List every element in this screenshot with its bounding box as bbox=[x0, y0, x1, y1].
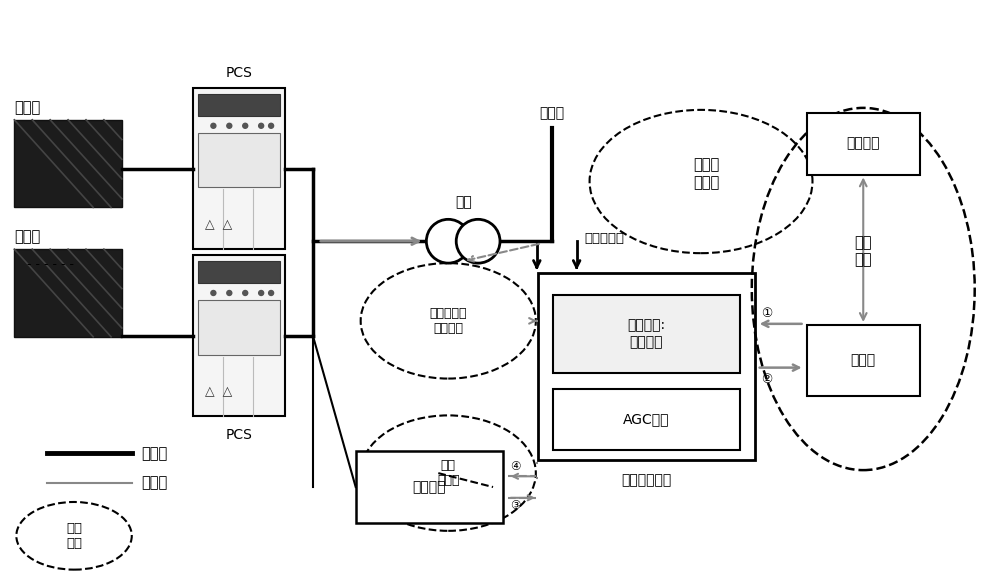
Text: 调度主站: 调度主站 bbox=[846, 137, 880, 151]
FancyBboxPatch shape bbox=[807, 325, 920, 397]
Text: 模拟
主站: 模拟 主站 bbox=[854, 235, 872, 267]
Text: 模拟量
输出源: 模拟量 输出源 bbox=[693, 157, 719, 190]
Text: 并网点: 并网点 bbox=[539, 106, 564, 120]
Text: 通信
服务端: 通信 服务端 bbox=[437, 459, 459, 487]
Text: 信息流: 信息流 bbox=[142, 475, 168, 490]
Text: 网关机: 网关机 bbox=[851, 354, 876, 368]
Circle shape bbox=[259, 123, 264, 129]
Circle shape bbox=[269, 123, 274, 129]
Text: PCS: PCS bbox=[226, 428, 253, 442]
Text: 报文与录波
一体装置: 报文与录波 一体装置 bbox=[429, 307, 467, 335]
Text: ①: ① bbox=[761, 307, 772, 320]
FancyBboxPatch shape bbox=[198, 300, 280, 355]
FancyBboxPatch shape bbox=[193, 255, 285, 416]
FancyBboxPatch shape bbox=[356, 451, 503, 523]
FancyBboxPatch shape bbox=[553, 295, 740, 373]
Text: 功率控制装置: 功率控制装置 bbox=[621, 473, 671, 487]
Circle shape bbox=[456, 219, 500, 263]
FancyBboxPatch shape bbox=[198, 133, 280, 188]
Circle shape bbox=[243, 291, 248, 295]
Text: AGC系统: AGC系统 bbox=[623, 412, 670, 426]
FancyBboxPatch shape bbox=[198, 94, 280, 116]
Text: 电力流: 电力流 bbox=[142, 446, 168, 461]
Text: 测试
系统: 测试 系统 bbox=[66, 522, 82, 550]
Text: 被测设备:
一次调频: 被测设备: 一次调频 bbox=[627, 318, 665, 349]
Text: - - - - - -: - - - - - - bbox=[27, 258, 74, 270]
Circle shape bbox=[269, 291, 274, 295]
Circle shape bbox=[243, 123, 248, 129]
Bar bbox=[14, 249, 122, 337]
Text: ②: ② bbox=[761, 372, 772, 386]
Circle shape bbox=[259, 291, 264, 295]
Text: △  △: △ △ bbox=[205, 386, 233, 398]
Bar bbox=[14, 120, 122, 207]
Circle shape bbox=[211, 291, 216, 295]
FancyBboxPatch shape bbox=[553, 389, 740, 450]
Text: 箱变: 箱变 bbox=[455, 195, 472, 210]
Text: 通讯单元: 通讯单元 bbox=[413, 480, 446, 494]
Text: △  △: △ △ bbox=[205, 218, 233, 231]
Text: ④: ④ bbox=[510, 460, 520, 473]
Circle shape bbox=[227, 291, 232, 295]
FancyBboxPatch shape bbox=[198, 261, 280, 283]
FancyBboxPatch shape bbox=[538, 273, 755, 460]
FancyBboxPatch shape bbox=[807, 113, 920, 174]
Circle shape bbox=[211, 123, 216, 129]
Text: 电流、电压: 电流、电压 bbox=[585, 232, 625, 245]
FancyBboxPatch shape bbox=[193, 88, 285, 249]
Text: 光伏板: 光伏板 bbox=[14, 100, 41, 115]
Text: ③: ③ bbox=[510, 499, 520, 512]
Circle shape bbox=[426, 219, 470, 263]
Text: PCS: PCS bbox=[226, 66, 253, 80]
Circle shape bbox=[227, 123, 232, 129]
Text: 光伏板: 光伏板 bbox=[14, 229, 41, 244]
